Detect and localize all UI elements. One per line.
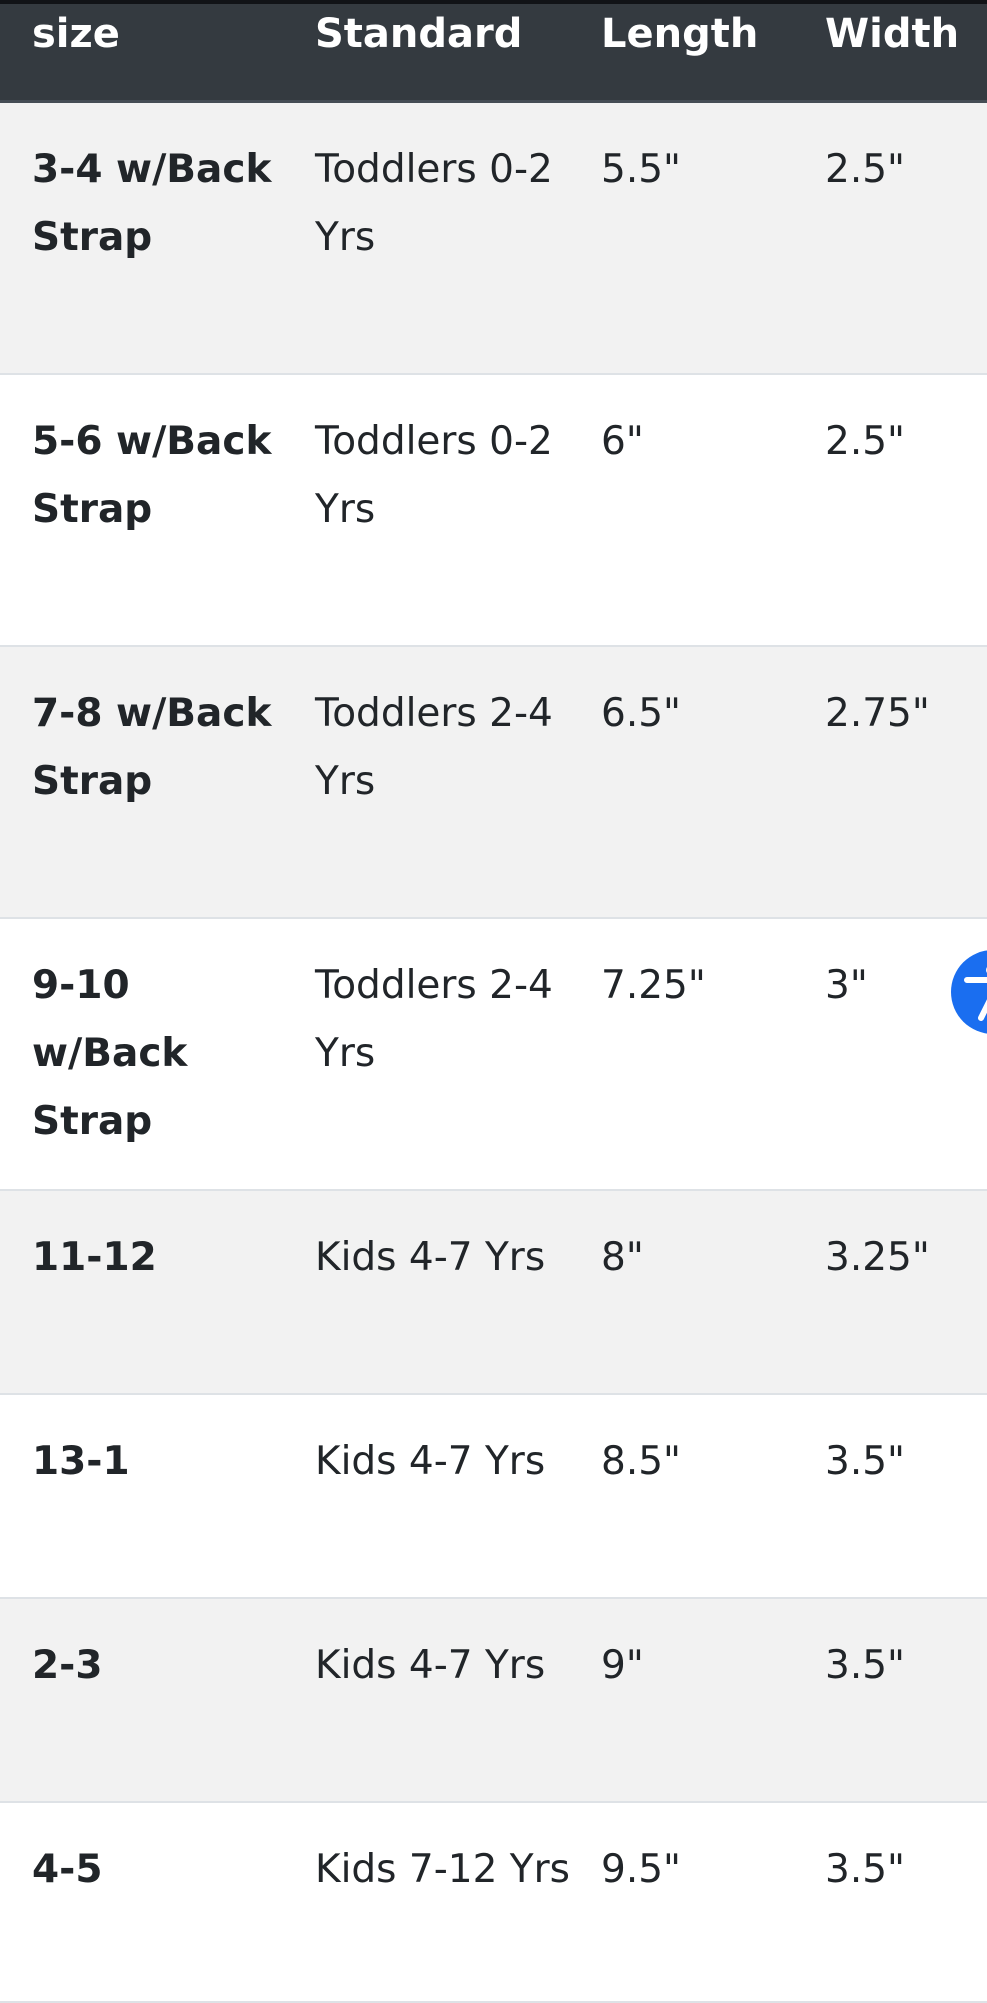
table-row: 3-4 w/Back Strap Toddlers 0-2 Yrs 5.5" 2.5"	[0, 103, 987, 375]
accessibility-icon	[964, 967, 987, 1021]
cell-size: 4-5	[32, 1847, 103, 1892]
cell-size: 7-8 w/Back Strap	[32, 691, 272, 804]
cell-length: 5.5"	[601, 147, 681, 192]
cell-size: 3-4 w/Back Strap	[32, 147, 272, 260]
cell-width: 3.5"	[825, 1439, 905, 1484]
table-row: 7-8 w/Back Strap Toddlers 2-4 Yrs 6.5" 2.75…	[0, 647, 987, 919]
cell-size: 13-1	[32, 1439, 130, 1484]
cell-size: 11-12	[32, 1235, 157, 1280]
table-row: 13-1 Kids 4-7 Yrs 8.5" 3.5"	[0, 1395, 987, 1599]
cell-width: 3.25"	[825, 1235, 930, 1280]
cell-width: 2.5"	[825, 419, 905, 464]
header-length: Length	[601, 11, 759, 57]
cell-size: 9-10 w/Back Strap	[32, 963, 188, 1144]
table-row: 9-10 w/Back Strap Toddlers 2-4 Yrs 7.25" 3"	[0, 919, 987, 1191]
cell-length: 9"	[601, 1643, 644, 1688]
table-row: 2-3 Kids 4-7 Yrs 9" 3.5"	[0, 1599, 987, 1803]
cell-width: 2.75"	[825, 691, 930, 736]
cell-size: 5-6 w/Back Strap	[32, 419, 272, 532]
cell-standard: Toddlers 0-2 Yrs	[315, 147, 553, 260]
top-strip	[0, 0, 987, 4]
table-row: 4-5 Kids 7-12 Yrs 9.5" 3.5"	[0, 1803, 987, 2003]
cell-length: 6.5"	[601, 691, 681, 736]
cell-length: 7.25"	[601, 963, 706, 1008]
table-row: 5-6 w/Back Strap Toddlers 0-2 Yrs 6" 2.5"	[0, 375, 987, 647]
cell-width: 3"	[825, 963, 868, 1008]
cell-length: 9.5"	[601, 1847, 681, 1892]
table-header: size Standard Length Width	[0, 4, 987, 103]
table-row: 11-12 Kids 4-7 Yrs 8" 3.25"	[0, 1191, 987, 1395]
cell-standard: Kids 7-12 Yrs	[315, 1847, 570, 1892]
cell-width: 3.5"	[825, 1643, 905, 1688]
cell-standard: Toddlers 2-4 Yrs	[315, 963, 553, 1076]
header-width: Width	[825, 11, 960, 57]
cell-width: 2.5"	[825, 147, 905, 192]
cell-width: 3.5"	[825, 1847, 905, 1892]
cell-standard: Kids 4-7 Yrs	[315, 1439, 546, 1484]
cell-length: 6"	[601, 419, 644, 464]
cell-length: 8.5"	[601, 1439, 681, 1484]
cell-standard: Kids 4-7 Yrs	[315, 1235, 546, 1280]
cell-standard: Kids 4-7 Yrs	[315, 1643, 546, 1688]
cell-size: 2-3	[32, 1643, 103, 1688]
cell-standard: Toddlers 2-4 Yrs	[315, 691, 553, 804]
header-standard: Standard	[315, 11, 523, 57]
cell-length: 8"	[601, 1235, 644, 1280]
cell-standard: Toddlers 0-2 Yrs	[315, 419, 553, 532]
header-size: size	[32, 11, 120, 57]
